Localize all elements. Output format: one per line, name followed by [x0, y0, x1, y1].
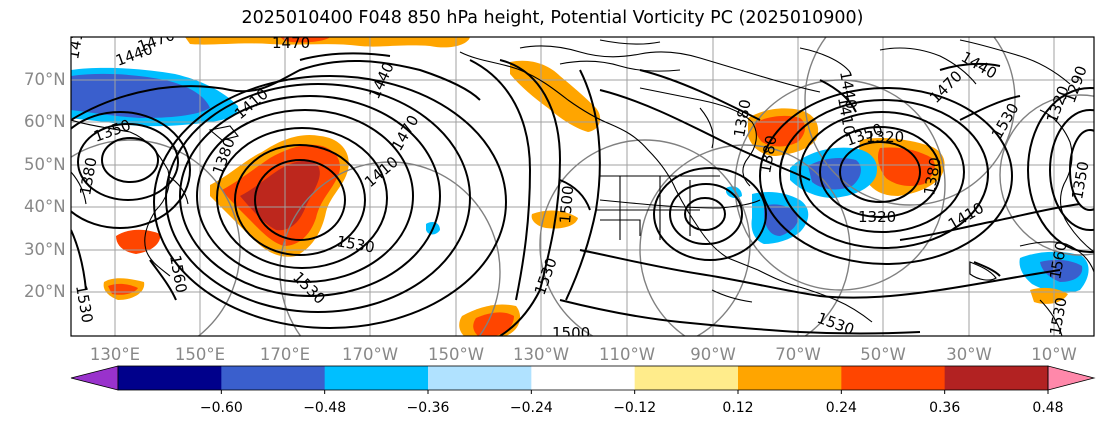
lon-label: 70°W [775, 345, 821, 364]
lat-label: 60°N [24, 112, 66, 131]
lon-label: 150°W [428, 345, 484, 364]
contour-label: 1500 [556, 185, 577, 225]
lon-label: 90°W [690, 345, 736, 364]
colorbar-tick-label: −0.12 [613, 400, 656, 416]
height-contours [71, 52, 1094, 336]
colorbar-segment [841, 366, 946, 390]
contour-label: 1470 [272, 34, 310, 52]
map-title: 2025010400 F048 850 hPa height, Potentia… [241, 8, 864, 28]
colorbar-tick-label: 0.48 [1032, 400, 1063, 416]
contour-label: 1500 [552, 324, 590, 342]
lat-label: 40°N [24, 197, 66, 216]
lon-label: 130°W [513, 345, 569, 364]
colorbar-segment [428, 366, 532, 390]
lon-label: 170°E [260, 345, 310, 364]
lat-label: 70°N [24, 70, 66, 89]
colorbar-tick-label: 0.24 [826, 400, 857, 416]
longitude-labels: 130°E 150°E 170°E 170°W 150°W 130°W 110°… [90, 345, 1077, 364]
latitude-labels: 70°N 60°N 50°N 40°N 30°N 20°N [24, 70, 66, 301]
colorbar-segment [118, 366, 222, 390]
lon-label: 50°W [860, 345, 906, 364]
lon-label: 110°W [599, 345, 655, 364]
colorbar-tick-label: −0.60 [200, 400, 243, 416]
colorbar-segment [634, 366, 739, 390]
colorbar-segment [944, 366, 1049, 390]
lat-label: 20°N [24, 282, 66, 301]
lon-label: 10°W [1031, 345, 1077, 364]
lat-label: 50°N [24, 155, 66, 174]
contour-label: 1320 [866, 128, 904, 146]
colorbar-segment [738, 366, 842, 390]
colorbar-tick-label: −0.48 [303, 400, 346, 416]
colorbar-tick-label: −0.36 [407, 400, 450, 416]
lon-label: 150°E [175, 345, 225, 364]
colorbar-segment [531, 366, 636, 390]
lat-label: 30°N [24, 240, 66, 259]
colorbar: −0.60 −0.48 −0.36 −0.24 −0.12 0.12 0.24 0.36 0.4… [70, 365, 1096, 416]
colorbar-tick-label: −0.24 [510, 400, 553, 416]
colorbar-extend-low [70, 365, 119, 391]
colorbar-segment [221, 366, 326, 390]
contour-label: 1320 [858, 208, 896, 226]
colorbar-tick-label: 0.12 [722, 400, 753, 416]
lon-label: 130°E [90, 345, 140, 364]
colorbar-segment [324, 366, 429, 390]
map-frame [70, 36, 1095, 337]
colorbar-extend-high [1047, 365, 1096, 391]
lon-label: 30°W [946, 345, 992, 364]
colorbar-border [117, 365, 1049, 391]
lon-label: 170°W [342, 345, 398, 364]
colorbar-tick-label: 0.36 [929, 400, 960, 416]
